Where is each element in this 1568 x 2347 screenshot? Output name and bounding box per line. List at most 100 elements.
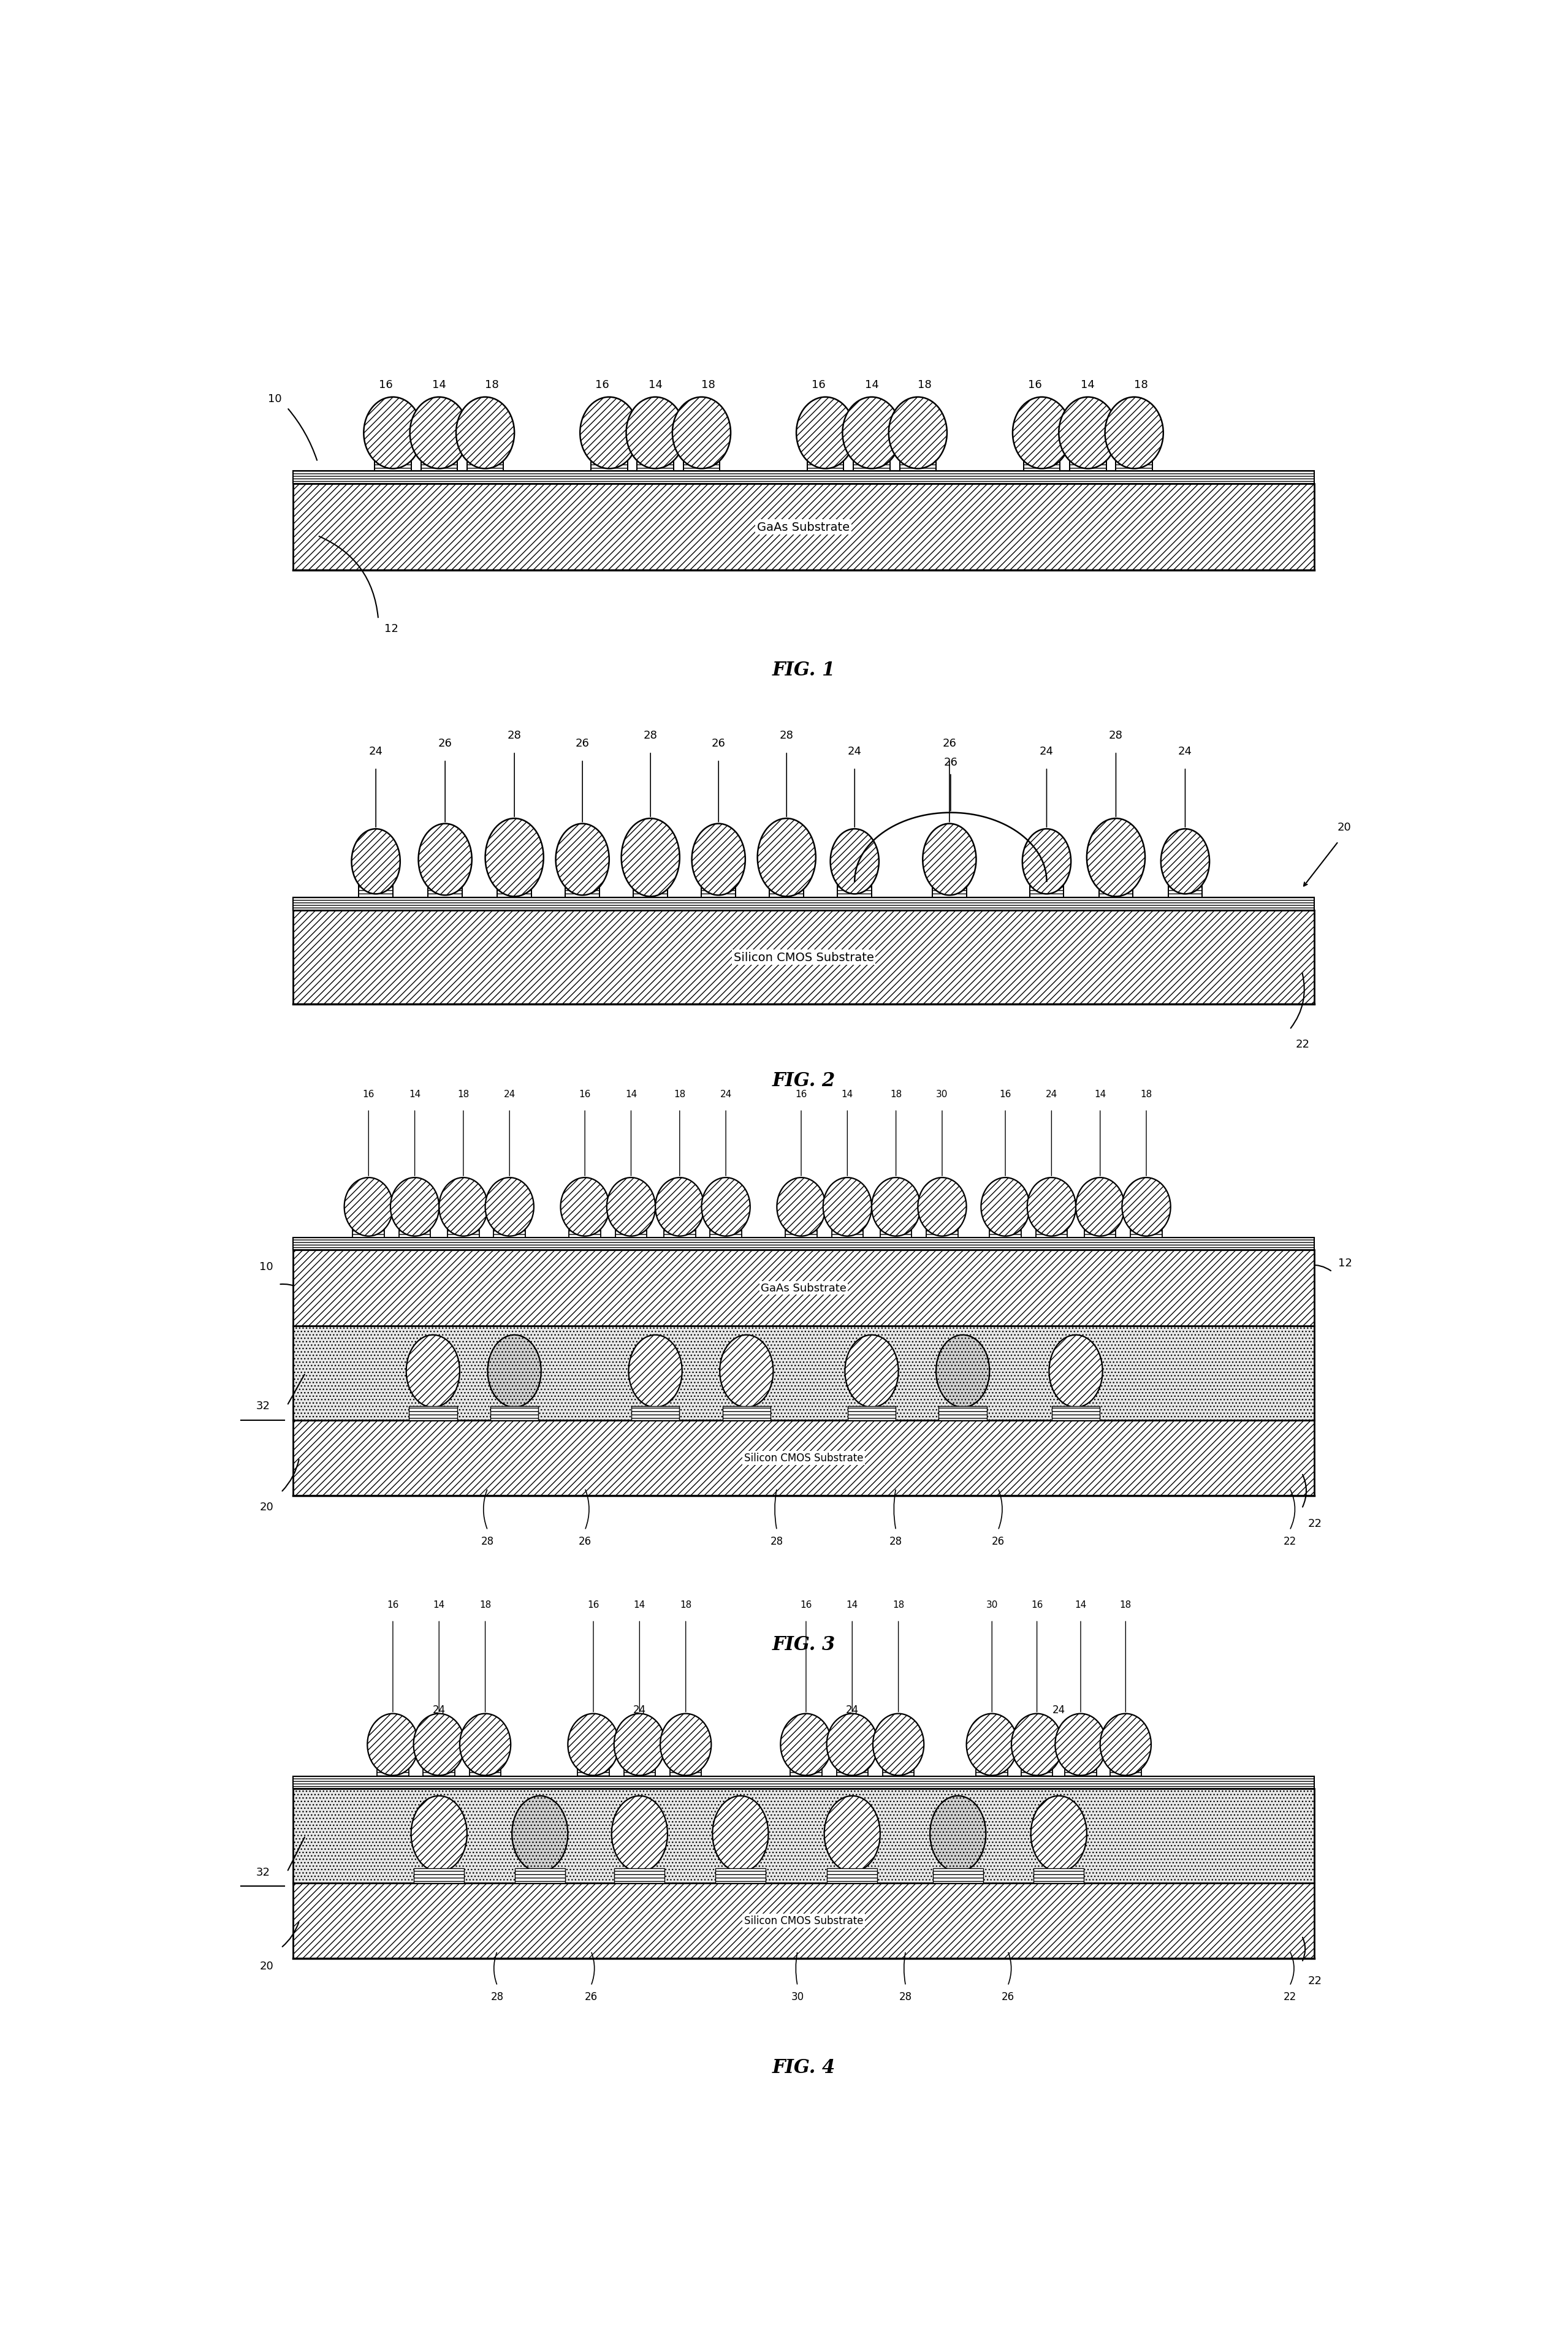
- Bar: [423, 1763, 455, 1777]
- Text: 28: 28: [889, 1535, 903, 1547]
- Bar: [1069, 455, 1105, 472]
- Ellipse shape: [712, 1795, 768, 1873]
- Text: 24: 24: [1040, 746, 1054, 758]
- Bar: [637, 455, 674, 472]
- Ellipse shape: [351, 828, 400, 894]
- Ellipse shape: [1055, 1713, 1105, 1777]
- Bar: [853, 455, 891, 472]
- Ellipse shape: [781, 1713, 831, 1777]
- Bar: [409, 1406, 456, 1420]
- Bar: [1116, 455, 1152, 472]
- Bar: [880, 1225, 911, 1237]
- Bar: [1085, 1225, 1116, 1237]
- Text: 28: 28: [508, 730, 522, 742]
- Ellipse shape: [459, 1713, 511, 1777]
- Text: 22: 22: [1308, 1974, 1322, 1986]
- Bar: [566, 882, 599, 899]
- Bar: [359, 882, 394, 899]
- Bar: [469, 1763, 502, 1777]
- Ellipse shape: [439, 1178, 488, 1237]
- Bar: [684, 455, 720, 472]
- Bar: [670, 1763, 701, 1777]
- Text: 24: 24: [1178, 746, 1192, 758]
- Text: 30: 30: [790, 1990, 804, 2002]
- Text: 24: 24: [1052, 1704, 1065, 1716]
- Text: 16: 16: [999, 1089, 1011, 1098]
- Bar: [790, 1763, 822, 1777]
- Text: 14: 14: [847, 1601, 858, 1610]
- Text: 26: 26: [437, 737, 452, 749]
- Bar: [293, 1326, 1314, 1420]
- Ellipse shape: [797, 397, 855, 469]
- Bar: [1033, 1868, 1083, 1882]
- Bar: [1024, 455, 1060, 472]
- Bar: [837, 882, 872, 899]
- Text: 26: 26: [944, 756, 958, 767]
- Bar: [933, 1868, 983, 1882]
- Bar: [293, 1420, 1314, 1495]
- Ellipse shape: [872, 1178, 920, 1237]
- Ellipse shape: [845, 1335, 898, 1408]
- Ellipse shape: [612, 1795, 668, 1873]
- Ellipse shape: [982, 1178, 1030, 1237]
- Text: 20: 20: [260, 1960, 273, 1971]
- Bar: [293, 1882, 1314, 1960]
- Text: FIG. 2: FIG. 2: [771, 1070, 836, 1089]
- Ellipse shape: [1027, 1178, 1076, 1237]
- Bar: [467, 455, 503, 472]
- Text: 12: 12: [384, 622, 398, 634]
- Ellipse shape: [561, 1178, 610, 1237]
- Text: 26: 26: [579, 1535, 591, 1547]
- Text: 16: 16: [1032, 1601, 1043, 1610]
- Bar: [927, 1225, 958, 1237]
- Text: 16: 16: [588, 1601, 599, 1610]
- Text: 18: 18: [1134, 380, 1148, 390]
- Bar: [376, 1763, 409, 1777]
- Text: 20: 20: [1338, 821, 1352, 833]
- Bar: [577, 1763, 610, 1777]
- Text: 32: 32: [256, 1401, 270, 1411]
- Ellipse shape: [1123, 1178, 1171, 1237]
- Ellipse shape: [966, 1713, 1018, 1777]
- Ellipse shape: [701, 1178, 750, 1237]
- Text: FIG. 1: FIG. 1: [771, 662, 836, 681]
- Bar: [375, 455, 411, 472]
- Text: 22: 22: [1295, 1040, 1309, 1049]
- Text: 14: 14: [409, 1089, 420, 1098]
- Text: 22: 22: [1283, 1535, 1297, 1547]
- Text: 26: 26: [575, 737, 590, 749]
- Text: 14: 14: [648, 380, 662, 390]
- Text: 30: 30: [986, 1601, 997, 1610]
- Ellipse shape: [488, 1335, 541, 1408]
- Bar: [848, 1406, 895, 1420]
- Text: 18: 18: [701, 380, 715, 390]
- Ellipse shape: [1022, 828, 1071, 894]
- Ellipse shape: [621, 819, 679, 897]
- Ellipse shape: [568, 1713, 619, 1777]
- Ellipse shape: [720, 1335, 773, 1408]
- Bar: [615, 1225, 648, 1237]
- Text: GaAs Substrate: GaAs Substrate: [757, 521, 850, 533]
- Ellipse shape: [823, 1178, 872, 1237]
- Text: Silicon CMOS Substrate: Silicon CMOS Substrate: [743, 1453, 864, 1465]
- Bar: [293, 483, 1314, 570]
- Bar: [831, 1225, 862, 1237]
- Text: 18: 18: [1140, 1089, 1152, 1098]
- Text: 16: 16: [1029, 380, 1041, 390]
- Text: 26: 26: [585, 1990, 597, 2002]
- Bar: [591, 455, 627, 472]
- Text: 14: 14: [433, 380, 445, 390]
- Text: 24: 24: [503, 1089, 516, 1098]
- Bar: [808, 455, 844, 472]
- Text: 18: 18: [458, 1089, 469, 1098]
- Ellipse shape: [826, 1713, 878, 1777]
- Text: 14: 14: [626, 1089, 637, 1098]
- Bar: [1168, 882, 1203, 899]
- Ellipse shape: [364, 397, 422, 469]
- Text: 14: 14: [864, 380, 878, 390]
- Bar: [293, 899, 1314, 911]
- Text: 32: 32: [256, 1866, 270, 1878]
- Bar: [1099, 882, 1134, 899]
- Bar: [1052, 1406, 1099, 1420]
- Bar: [632, 1406, 679, 1420]
